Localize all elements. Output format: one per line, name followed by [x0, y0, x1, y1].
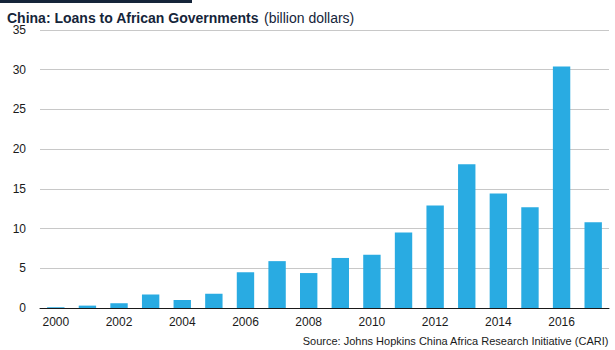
svg-text:Source: Johns Hopkins China Af: Source: Johns Hopkins China Africa Resea… [303, 335, 609, 347]
svg-text:2002: 2002 [106, 315, 133, 329]
svg-text:2008: 2008 [295, 315, 322, 329]
svg-text:10: 10 [13, 222, 27, 236]
svg-text:2016: 2016 [548, 315, 575, 329]
svg-text:2000: 2000 [42, 315, 69, 329]
svg-text:China: Loans to African Govern: China: Loans to African Governments [7, 10, 259, 26]
svg-text:5: 5 [19, 261, 26, 275]
svg-text:0: 0 [19, 301, 26, 315]
svg-text:2014: 2014 [485, 315, 512, 329]
svg-text:30: 30 [13, 63, 27, 77]
svg-text:20: 20 [13, 142, 27, 156]
svg-text:(billion dollars): (billion dollars) [264, 10, 354, 26]
svg-text:15: 15 [13, 182, 27, 196]
svg-text:2004: 2004 [169, 315, 196, 329]
svg-text:2012: 2012 [422, 315, 449, 329]
svg-text:25: 25 [13, 102, 27, 116]
svg-text:2010: 2010 [359, 315, 386, 329]
svg-text:2006: 2006 [232, 315, 259, 329]
svg-text:35: 35 [12, 23, 26, 37]
